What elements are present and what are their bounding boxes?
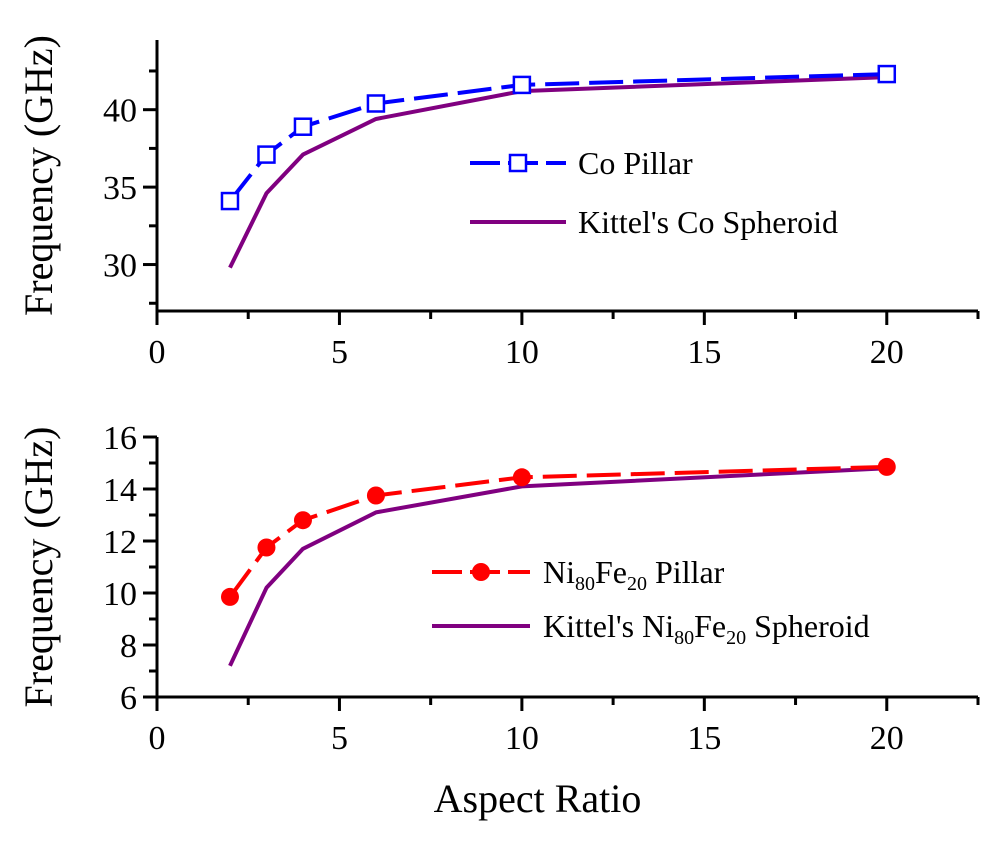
data-point-marker <box>366 94 386 113</box>
legend-label-part: Fe <box>694 608 726 644</box>
data-point-marker <box>366 486 385 505</box>
y-tick-label: 8 <box>120 628 137 665</box>
x-axis-title: Aspect Ratio <box>434 776 642 821</box>
legend-label-part: 20 <box>726 627 746 649</box>
y-tick-label: 12 <box>103 524 137 561</box>
series-line-2 <box>228 75 887 269</box>
series-line-1 <box>228 72 887 203</box>
x-tick-label: 5 <box>331 720 348 757</box>
data-point-marker <box>293 117 313 136</box>
data-point-marker <box>257 538 276 557</box>
y-tick-label: 10 <box>103 576 137 613</box>
legend-label-part: 80 <box>575 573 595 595</box>
legend-label: Co Pillar <box>578 145 693 181</box>
legend-label-part: Pillar <box>647 554 725 590</box>
legend-label-part: 20 <box>627 573 647 595</box>
x-tick-label: 15 <box>687 720 721 757</box>
data-point-marker <box>877 64 897 84</box>
data-point-marker <box>257 145 276 164</box>
y-tick-label: 35 <box>103 170 137 207</box>
chart-panel-1: 0 5 10 15 20 30 35 40 Frequency (GHz) Co Pillar Ki… <box>16 35 980 371</box>
x-tick-label: 10 <box>505 334 539 371</box>
x-tick-label: 0 <box>149 334 166 371</box>
y-tick-label: 14 <box>103 472 137 509</box>
x-tick-label: 20 <box>870 720 904 757</box>
x-tick-label: 20 <box>870 334 904 371</box>
legend-label-part: Fe <box>595 554 627 590</box>
legend-label-part: Ni <box>543 554 575 590</box>
legend-label: Kittel's Ni80Fe20 Spheroid <box>543 608 870 649</box>
legend-label-part: 80 <box>674 627 694 649</box>
data-point-marker <box>877 457 896 476</box>
x-tick-label: 5 <box>331 334 348 371</box>
x-tick-label: 0 <box>149 720 166 757</box>
data-point-marker <box>293 511 312 530</box>
y-tick-label: 6 <box>120 680 137 717</box>
y-axis-title: Frequency (GHz) <box>16 35 61 316</box>
x-tick-label: 15 <box>687 334 721 371</box>
data-point-marker <box>512 468 531 487</box>
legend-label: Ni80Fe20 Pillar <box>543 554 725 595</box>
legend-marker <box>472 563 490 581</box>
series-line-1 <box>228 464 887 599</box>
y-tick-label: 16 <box>103 420 137 457</box>
chart-panel-2: 0 5 10 15 20 6 8 10 12 14 16 Frequency (GHz) Aspect … <box>16 420 980 821</box>
legend-label-part: Spheroid <box>746 608 870 644</box>
data-point-marker <box>220 191 240 211</box>
y-tick-label: 30 <box>103 248 137 285</box>
series-line-2 <box>228 466 887 667</box>
y-tick-label: 40 <box>103 93 137 130</box>
legend-marker <box>508 153 528 173</box>
data-point-marker <box>220 587 239 606</box>
legend-label-part: Kittel's Ni <box>543 608 674 644</box>
y-axis-title: Frequency (GHz) <box>16 427 61 708</box>
legend-label: Kittel's Co Spheroid <box>578 204 838 240</box>
data-point-marker <box>512 75 532 95</box>
x-tick-label: 10 <box>505 720 539 757</box>
